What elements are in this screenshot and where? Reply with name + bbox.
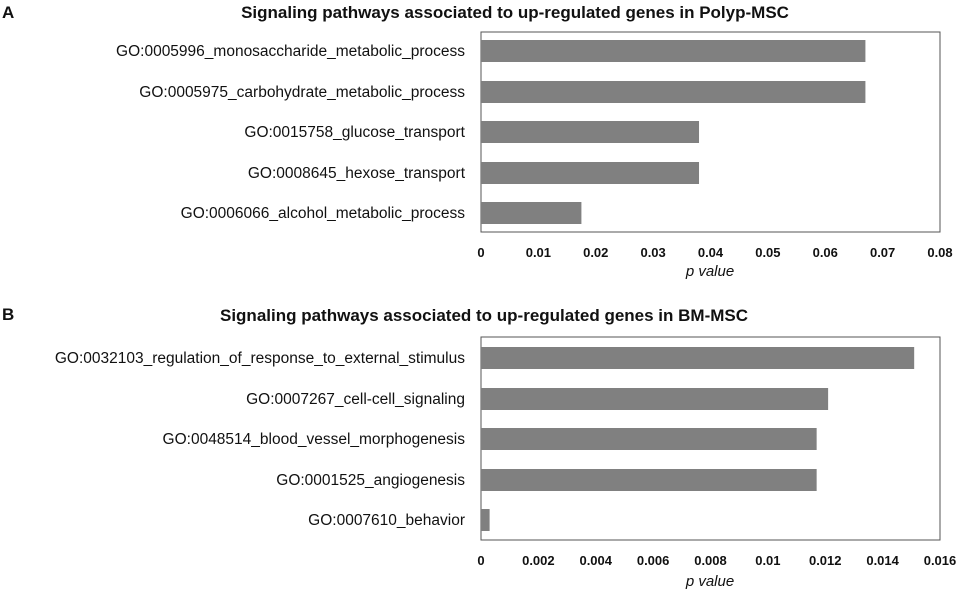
x-tick-label: 0.01 <box>526 245 551 260</box>
x-tick-label: 0.07 <box>870 245 895 260</box>
x-tick-label: 0.008 <box>694 553 727 568</box>
category-label: GO:0007610_behavior <box>308 512 465 529</box>
x-tick-label: 0.004 <box>579 553 612 568</box>
panel-a-x-ticks: 0 0.01 0.02 0.03 0.04 0.05 0.06 0.07 0.08 <box>477 245 952 260</box>
category-label: GO:0007267_cell-cell_signaling <box>246 391 465 408</box>
category-label: GO:0005975_carbohydrate_metabolic_proces… <box>139 84 465 101</box>
category-label: GO:0032103_regulation_of_response_to_ext… <box>55 350 465 367</box>
panel-b-category-labels: GO:0032103_regulation_of_response_to_ext… <box>55 350 465 529</box>
panel-b-x-axis-label: p value <box>685 573 734 590</box>
panel-a-letter: A <box>2 3 14 22</box>
x-tick-label: 0.03 <box>640 245 665 260</box>
x-tick-label: 0.08 <box>927 245 952 260</box>
bar <box>481 347 915 369</box>
panel-a: A Signaling pathways associated to up-re… <box>2 3 953 280</box>
bar <box>481 428 817 450</box>
bar <box>481 202 582 224</box>
bar <box>481 388 829 410</box>
x-tick-label: 0.016 <box>924 553 957 568</box>
bar <box>481 40 866 62</box>
panel-b: B Signaling pathways associated to up-re… <box>2 305 956 590</box>
x-tick-label: 0.04 <box>698 245 724 260</box>
bar <box>481 162 700 184</box>
x-tick-label: 0 <box>477 245 484 260</box>
panel-b-letter: B <box>2 305 14 324</box>
x-tick-label: 0.002 <box>522 553 555 568</box>
category-label: GO:0001525_angiogenesis <box>276 472 465 489</box>
panel-a-x-axis-label: p value <box>685 263 734 280</box>
x-tick-label: 0.006 <box>637 553 670 568</box>
x-tick-label: 0.02 <box>583 245 608 260</box>
panel-a-bars <box>481 40 866 224</box>
bar <box>481 121 700 143</box>
category-label: GO:0048514_blood_vessel_morphogenesis <box>163 431 466 448</box>
category-label: GO:0006066_alcohol_metabolic_process <box>181 205 466 222</box>
category-label: GO:0015758_glucose_transport <box>244 124 465 141</box>
category-label: GO:0005996_monosaccharide_metabolic_proc… <box>116 43 465 60</box>
x-tick-label: 0.05 <box>755 245 780 260</box>
panel-b-bars <box>481 347 915 531</box>
category-label: GO:0008645_hexose_transport <box>248 165 466 182</box>
panel-a-category-labels: GO:0005996_monosaccharide_metabolic_proc… <box>116 43 466 222</box>
x-tick-label: 0.014 <box>866 553 899 568</box>
panel-a-title: Signaling pathways associated to up-regu… <box>241 3 789 22</box>
bar <box>481 469 817 491</box>
x-tick-label: 0 <box>477 553 484 568</box>
panel-b-x-ticks: 0 0.002 0.004 0.006 0.008 0.01 0.012 0.014 0.016 <box>477 553 956 568</box>
x-tick-label: 0.012 <box>809 553 842 568</box>
panel-b-title: Signaling pathways associated to up-regu… <box>220 306 748 325</box>
x-tick-label: 0.01 <box>755 553 780 568</box>
x-tick-label: 0.06 <box>813 245 838 260</box>
bar <box>481 509 490 531</box>
bar <box>481 81 866 103</box>
